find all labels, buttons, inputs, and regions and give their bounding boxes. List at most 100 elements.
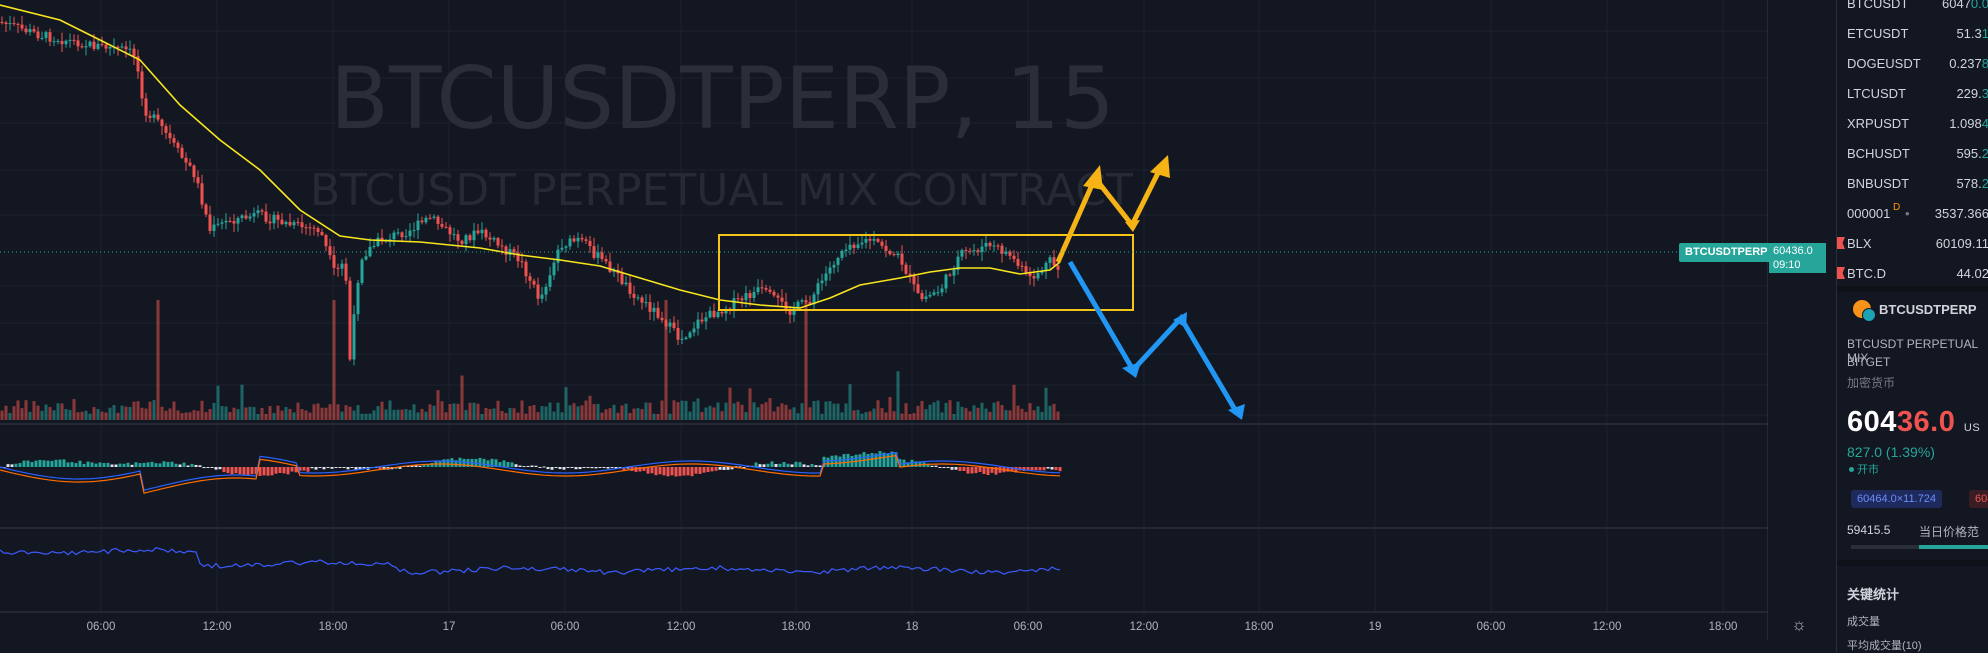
candle-body [780, 297, 784, 302]
candle-body [364, 256, 368, 260]
macd-bar [690, 467, 694, 477]
volume-bar [296, 402, 300, 420]
symbol-price-tag: BTCUSDTPERP [1679, 243, 1774, 262]
volume-bar [392, 409, 396, 420]
candle-body [716, 311, 720, 318]
price-chart[interactable]: BTCUSDTPERP, 15 BTCUSDT PERPETUAL MIX CO… [0, 0, 1768, 640]
flag-icon[interactable] [1837, 267, 1845, 279]
candle-body [376, 237, 380, 247]
candle-body [136, 56, 140, 72]
candle-body [704, 317, 708, 322]
volume-bar [16, 400, 20, 420]
candle-body [960, 249, 964, 257]
watchlist-row[interactable]: BCHUSDT 595.2 [1837, 139, 1988, 168]
bullish-projection-arrow[interactable] [1055, 155, 1170, 264]
macd-bar [782, 462, 786, 467]
volume-bar [228, 412, 232, 420]
candle-body [752, 292, 756, 298]
volume-bar [200, 400, 204, 420]
watchlist-row[interactable]: DOGEUSDT 0.2378 [1837, 49, 1988, 78]
candle-body [204, 204, 208, 215]
macd-bar [914, 461, 918, 467]
watchlist-row[interactable]: ETCUSDT 51.31 [1837, 19, 1988, 48]
macd-bar [1026, 467, 1030, 471]
candle-body [352, 314, 356, 360]
volume-bar [700, 411, 704, 420]
macd-bar [598, 467, 602, 468]
macd-bar [442, 459, 446, 467]
macd-bar [666, 467, 670, 477]
macd-bar [930, 465, 934, 467]
volume-bar [708, 405, 712, 420]
candle-body [536, 284, 540, 299]
candle-body [1056, 265, 1060, 270]
volume-bar [224, 406, 228, 420]
watchlist-row[interactable]: BTCUSDT 60470.0 [1837, 0, 1988, 18]
macd-bar [426, 463, 430, 467]
volume-bar [704, 407, 708, 420]
macd-bar [870, 453, 874, 467]
watchlist-symbol: BTC.D [1847, 266, 1886, 281]
candle-body [28, 29, 32, 33]
watchlist-row[interactable]: XRPUSDT 1.0984 [1837, 109, 1988, 138]
day-range-label: 当日价格范 [1919, 525, 1980, 539]
volume-bar [360, 413, 364, 420]
volume-bar [468, 402, 472, 420]
macd-bar [30, 462, 34, 467]
bearish-projection-arrow[interactable] [1067, 260, 1245, 420]
volume-bar [676, 402, 680, 420]
candle-body [736, 298, 740, 300]
details-symbol[interactable]: BTCUSDTPERP [1879, 302, 1977, 317]
flag-icon[interactable] [1837, 237, 1845, 249]
chart-settings-icon[interactable]: ☼ [1791, 615, 1807, 634]
candle-body [872, 238, 876, 241]
volume-bar [912, 413, 916, 420]
macd-bar [838, 456, 842, 467]
macd-bar [1022, 467, 1026, 471]
watchlist-row[interactable]: BLX 60109.11 [1837, 229, 1988, 258]
volume-bar [736, 401, 740, 420]
volume-bar [892, 411, 896, 420]
candle-body [744, 293, 748, 301]
macd-bar [622, 467, 626, 471]
volume-bar [432, 405, 436, 420]
volume-bar [160, 406, 164, 420]
candle-body [472, 230, 476, 241]
watchlist-row[interactable]: 000001 D • 3537.366 [1837, 199, 1988, 228]
volume-bar [648, 402, 652, 420]
consolidation-box[interactable] [718, 234, 1134, 311]
volume-bar [680, 400, 684, 420]
candle-body [632, 293, 636, 298]
candle-body [660, 317, 664, 321]
bid-pill[interactable]: 60464.0×11.724 [1851, 490, 1943, 508]
volume-bar [212, 402, 216, 420]
last-price-tag: 60436.0 09:10 [1769, 243, 1826, 273]
chart-area[interactable]: BTCUSDTPERP, 15 BTCUSDT PERPETUAL MIX CO… [0, 0, 1768, 640]
candle-body [56, 41, 60, 43]
macd-bar [138, 463, 142, 467]
watchlist-price: 1.0984 [1949, 116, 1988, 131]
candle-body [860, 242, 864, 245]
candle-body [228, 220, 232, 222]
macd-bar [754, 462, 758, 467]
macd-bar [886, 453, 890, 467]
volume-bar [84, 410, 88, 420]
candle-body [344, 263, 348, 281]
candle-body [252, 213, 256, 217]
volume-bar [764, 402, 768, 420]
candle-body [244, 215, 248, 219]
ask-pill[interactable]: 604 [1969, 490, 1988, 508]
candle-body [104, 44, 108, 49]
watchlist-row[interactable]: BTC.D 44.02 [1837, 259, 1988, 288]
watchlist-row[interactable]: BNBUSDT 578.2 [1837, 169, 1988, 198]
volume-bar [872, 408, 876, 420]
macd-bar [1046, 467, 1050, 469]
macd-bar [66, 462, 70, 467]
badge-icon: D [1893, 202, 1901, 213]
candle-body [656, 307, 660, 318]
macd-bar [322, 467, 326, 470]
candle-body [124, 46, 128, 50]
candle-body [32, 29, 36, 32]
watchlist-row[interactable]: LTCUSDT 229.3 [1837, 79, 1988, 108]
macd-bar [266, 467, 270, 476]
